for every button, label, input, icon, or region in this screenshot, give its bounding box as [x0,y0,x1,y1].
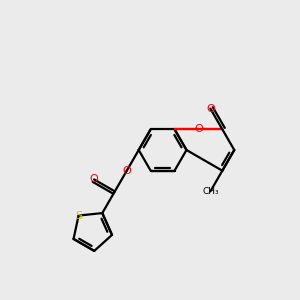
Text: O: O [90,174,98,184]
Text: O: O [122,166,131,176]
Text: CH₃: CH₃ [202,187,219,196]
Text: O: O [194,124,203,134]
Text: O: O [206,103,215,114]
Text: S: S [75,211,82,220]
